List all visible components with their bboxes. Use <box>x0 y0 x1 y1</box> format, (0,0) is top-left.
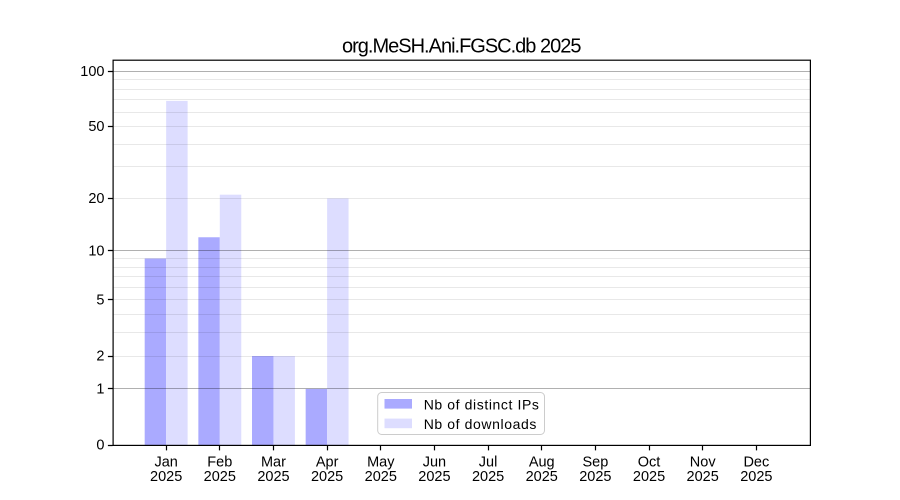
svg-text:10: 10 <box>88 243 104 259</box>
svg-text:Nov: Nov <box>690 454 717 470</box>
svg-text:Sep: Sep <box>582 454 608 470</box>
svg-text:2025: 2025 <box>418 469 450 485</box>
svg-text:2025: 2025 <box>257 469 289 485</box>
svg-text:2025: 2025 <box>687 469 719 485</box>
svg-text:Nb of distinct IPs: Nb of distinct IPs <box>424 396 540 412</box>
svg-text:0: 0 <box>96 438 104 454</box>
svg-text:1: 1 <box>96 381 104 397</box>
svg-text:2025: 2025 <box>579 469 611 485</box>
svg-text:2025: 2025 <box>311 469 343 485</box>
svg-text:Jan: Jan <box>154 454 177 470</box>
svg-text:2025: 2025 <box>150 469 182 485</box>
svg-text:Nb of downloads: Nb of downloads <box>424 416 537 432</box>
svg-text:May: May <box>367 454 395 470</box>
svg-text:2025: 2025 <box>365 469 397 485</box>
svg-text:org.MeSH.Ani.FGSC.db 2025: org.MeSH.Ani.FGSC.db 2025 <box>342 36 581 58</box>
svg-text:50: 50 <box>88 119 104 135</box>
svg-text:2025: 2025 <box>204 469 236 485</box>
svg-text:Jun: Jun <box>423 454 446 470</box>
svg-text:100: 100 <box>80 64 104 80</box>
svg-text:2025: 2025 <box>633 469 665 485</box>
svg-text:2: 2 <box>96 349 104 365</box>
svg-text:Aug: Aug <box>529 454 555 470</box>
svg-text:2025: 2025 <box>526 469 558 485</box>
svg-text:20: 20 <box>88 191 104 207</box>
svg-text:Oct: Oct <box>638 454 661 470</box>
svg-text:5: 5 <box>96 292 104 308</box>
svg-text:Dec: Dec <box>743 454 769 470</box>
svg-text:2025: 2025 <box>472 469 504 485</box>
svg-text:Feb: Feb <box>207 454 232 470</box>
svg-text:Apr: Apr <box>316 454 339 470</box>
svg-text:Mar: Mar <box>261 454 286 470</box>
svg-text:Jul: Jul <box>479 454 498 470</box>
svg-text:2025: 2025 <box>740 469 772 485</box>
